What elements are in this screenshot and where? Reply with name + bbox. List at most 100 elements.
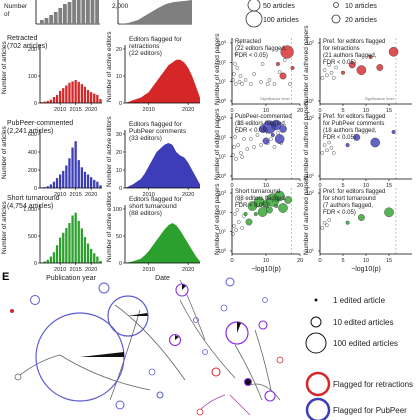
point xyxy=(238,74,243,78)
point xyxy=(237,80,242,84)
svg-text:of: of xyxy=(4,11,10,18)
point xyxy=(320,226,325,230)
point xyxy=(269,137,273,141)
legend-100-edited: 100 edited articles xyxy=(333,339,398,348)
partial-bar xyxy=(81,0,86,24)
y-tick-label: 103 xyxy=(218,40,226,47)
bar xyxy=(52,181,56,188)
point xyxy=(233,82,238,86)
y-tick-label: 500 xyxy=(28,234,37,240)
series-label: Short turnaround xyxy=(7,195,60,202)
partial-bar-panel: Number of xyxy=(4,0,100,25)
point xyxy=(265,82,270,86)
bar xyxy=(71,81,74,103)
series-label: Editors flagged for xyxy=(129,36,183,43)
flagged-point xyxy=(262,137,270,145)
point xyxy=(325,73,329,78)
flagged-point xyxy=(274,190,285,202)
x-tick-label: 2020 xyxy=(85,267,97,273)
bar-panel-articles-pubpeer: 0 200 400 600 2010 2015 2020 PubPeer-commented(… xyxy=(1,120,102,198)
y-tick-label: 102 xyxy=(218,134,226,141)
network-node-wedge xyxy=(128,313,148,316)
area-series xyxy=(125,143,200,188)
point xyxy=(240,155,245,159)
x-tick-label: 20 xyxy=(297,258,303,264)
series-label: Retracted xyxy=(7,35,37,42)
x-label: Publication year xyxy=(46,275,96,282)
area-panel-editors-retractions: 0 10 20 2010 2020 Editors flagged forretracti… xyxy=(106,31,200,113)
x-tick-label: 5 xyxy=(341,183,344,189)
flagged-point xyxy=(348,61,356,69)
flagged-point xyxy=(391,129,396,134)
x-tick-label: 15 xyxy=(386,108,392,114)
x-tick-label: 2010 xyxy=(54,107,66,113)
bar xyxy=(68,223,71,263)
x-tick-label: 10 xyxy=(263,108,269,114)
bar xyxy=(86,174,90,188)
network-node xyxy=(220,304,228,312)
count-label: (702 articles) xyxy=(7,43,47,50)
series-label: short turnaround xyxy=(129,203,177,210)
panel-e-label: E xyxy=(2,271,9,283)
network-flag-legend: Flagged for retractions Flagged for PubP… xyxy=(305,371,413,420)
scatter-panel-edited-retracted: 100 101 102 103 0 10 20 Retracted(22 editors fl… xyxy=(214,33,303,114)
series-label: PubPeer comments xyxy=(129,128,187,135)
panel-annotation: FDR < 0.05) xyxy=(323,60,356,66)
point xyxy=(331,76,336,80)
partial-bar xyxy=(53,12,58,24)
bar xyxy=(83,237,87,263)
bar xyxy=(80,84,83,103)
count-label: (33 editors) xyxy=(129,135,162,142)
x-tick-label: 10 xyxy=(363,183,369,189)
point xyxy=(240,226,245,230)
y-label: Number of articles xyxy=(1,201,8,254)
y-tick-label: 102 xyxy=(306,115,314,122)
panel-annotation: Pref. for editors flagged xyxy=(323,189,385,195)
point xyxy=(287,82,292,86)
point xyxy=(236,143,240,147)
network-node xyxy=(258,320,268,330)
bar xyxy=(59,90,62,103)
point xyxy=(267,78,272,82)
bar-panel-articles-retracted: 0 100 200 2010 2015 2020 Retracted(702 article… xyxy=(1,35,102,113)
bar xyxy=(96,181,99,188)
bar xyxy=(71,215,74,263)
point xyxy=(327,218,332,222)
point xyxy=(327,140,332,145)
bar xyxy=(52,252,56,263)
flagged-point xyxy=(243,211,248,216)
area-series xyxy=(125,59,200,103)
network-node xyxy=(115,400,125,410)
bar xyxy=(83,171,87,188)
y-tick-label: 0 xyxy=(119,261,122,267)
x-tick-label: 2020 xyxy=(85,192,97,198)
panel-annotation: PubPeer-commented xyxy=(235,114,292,120)
count-label: (2,241 articles) xyxy=(7,128,53,135)
bar xyxy=(77,220,80,263)
panel-e: E xyxy=(2,271,413,420)
bar xyxy=(77,81,80,103)
y-label: Number of active editors xyxy=(106,116,113,187)
x-tick-label: 5 xyxy=(341,258,344,264)
y-tick-label: 102 xyxy=(218,59,226,66)
flagged-point xyxy=(265,206,273,214)
x-tick-label: 10 xyxy=(263,183,269,189)
point xyxy=(233,212,237,216)
x-tick-label: 0 xyxy=(230,258,233,264)
bar xyxy=(43,101,46,103)
count-label: (22 editors) xyxy=(129,50,162,57)
flagged-point xyxy=(253,211,258,216)
x-label: Date xyxy=(155,275,170,282)
bar xyxy=(59,237,62,263)
point xyxy=(320,76,325,80)
bar xyxy=(93,253,96,263)
point xyxy=(231,78,235,82)
bar xyxy=(62,232,65,263)
point xyxy=(235,66,240,70)
size-legend-20: 20 articles xyxy=(345,17,377,24)
panel-annotation: FDR < 0.05) xyxy=(235,203,268,209)
point xyxy=(277,70,282,74)
